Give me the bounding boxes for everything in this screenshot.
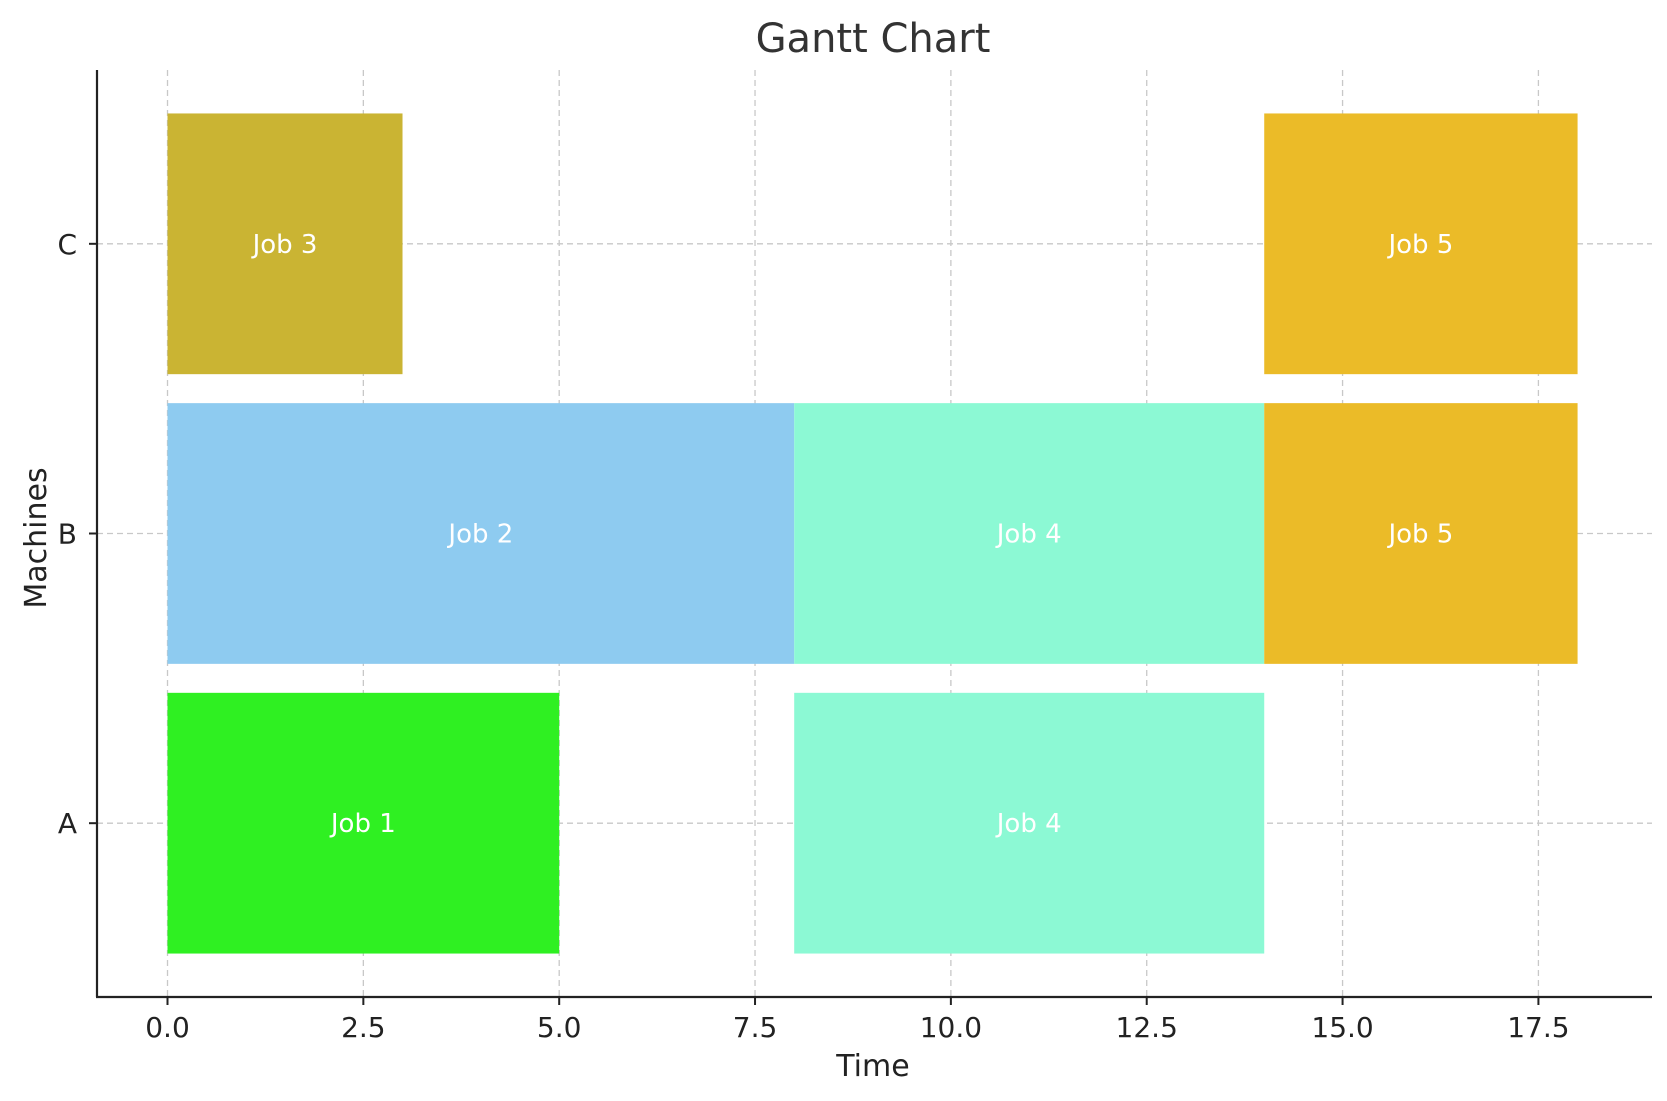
gantt-bar-label: Job 5 [1386, 230, 1453, 260]
gantt-bar-label: Job 5 [1386, 520, 1453, 550]
x-tick-label: 2.5 [341, 1011, 386, 1044]
gantt-bar-label: Job 4 [995, 809, 1062, 839]
gantt-bar [167, 113, 403, 375]
gantt-bar [1264, 403, 1578, 664]
gantt-bar [794, 403, 1265, 664]
x-tick-label: 5.0 [537, 1011, 582, 1044]
x-tick-label: 12.5 [1116, 1011, 1178, 1044]
gantt-bar [794, 692, 1265, 954]
gantt-bar-label: Job 2 [446, 520, 513, 550]
gantt-bar-label: Job 4 [995, 520, 1062, 550]
y-tick-label: A [58, 807, 77, 840]
gantt-bar [167, 403, 795, 664]
x-tick-label: 10.0 [920, 1011, 982, 1044]
x-tick-label: 17.5 [1507, 1011, 1569, 1044]
x-axis-label: Time [835, 1049, 909, 1084]
gantt-bar-label: Job 3 [251, 230, 318, 260]
y-tick-label: C [57, 228, 77, 261]
bars: Job 1 Job 4 Job 2 Job 4 Job 5 Job 3 Job 5 [167, 113, 1578, 954]
gantt-bar-label: Job 1 [329, 809, 396, 839]
x-tick-label: 7.5 [733, 1011, 778, 1044]
x-tick-label: 15.0 [1311, 1011, 1373, 1044]
gantt-bar [1264, 113, 1578, 375]
y-tick-label: B [58, 518, 77, 551]
ticks: 0.0 2.5 5.0 7.5 10.0 12.5 15.0 17.5 A B C [57, 228, 1569, 1044]
chart-title: Gantt Chart [756, 16, 991, 62]
x-tick-label: 0.0 [145, 1011, 190, 1044]
gantt-bar [167, 692, 560, 954]
y-axis-label: Machines [19, 467, 54, 608]
